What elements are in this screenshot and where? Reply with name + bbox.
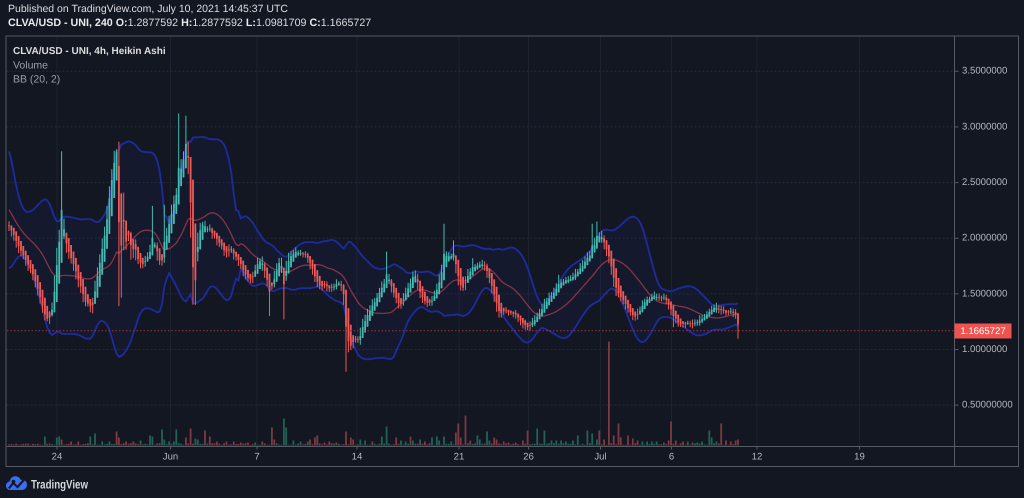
svg-text:19: 19 [854, 452, 865, 463]
svg-text:1.0000000: 1.0000000 [962, 344, 1007, 355]
svg-text:7: 7 [254, 452, 259, 463]
svg-text:0.50000000: 0.50000000 [962, 400, 1013, 411]
svg-text:24: 24 [52, 452, 63, 463]
svg-text:14: 14 [352, 452, 363, 463]
svg-text:6: 6 [669, 452, 674, 463]
svg-text:21: 21 [454, 452, 465, 463]
svg-text:2.0000000: 2.0000000 [962, 233, 1007, 244]
svg-text:12: 12 [752, 452, 763, 463]
svg-text:1.5000000: 1.5000000 [962, 288, 1007, 299]
svg-text:3.0000000: 3.0000000 [962, 121, 1007, 132]
svg-text:3.5000000: 3.5000000 [962, 66, 1007, 77]
svg-text:TradingView: TradingView [31, 478, 88, 492]
svg-text:Jun: Jun [163, 452, 178, 463]
svg-text:Published on TradingView.com,: Published on TradingView.com, July 10, 2… [8, 3, 288, 15]
svg-text:2.5000000: 2.5000000 [962, 177, 1007, 188]
svg-text:CLVA/USD - UNI, 4h, Heikin Ash: CLVA/USD - UNI, 4h, Heikin Ashi [13, 46, 166, 57]
svg-text:CLVA/USD - UNI, 240 O:1.28775: CLVA/USD - UNI, 240 O:1.2877592 H:1.2877… [8, 17, 371, 29]
svg-text:Volume: Volume [13, 60, 48, 72]
svg-text:1.1665727: 1.1665727 [960, 326, 1005, 337]
svg-text:26: 26 [523, 452, 534, 463]
svg-text:Jul: Jul [594, 452, 606, 463]
svg-text:BB (20, 2): BB (20, 2) [13, 74, 60, 86]
